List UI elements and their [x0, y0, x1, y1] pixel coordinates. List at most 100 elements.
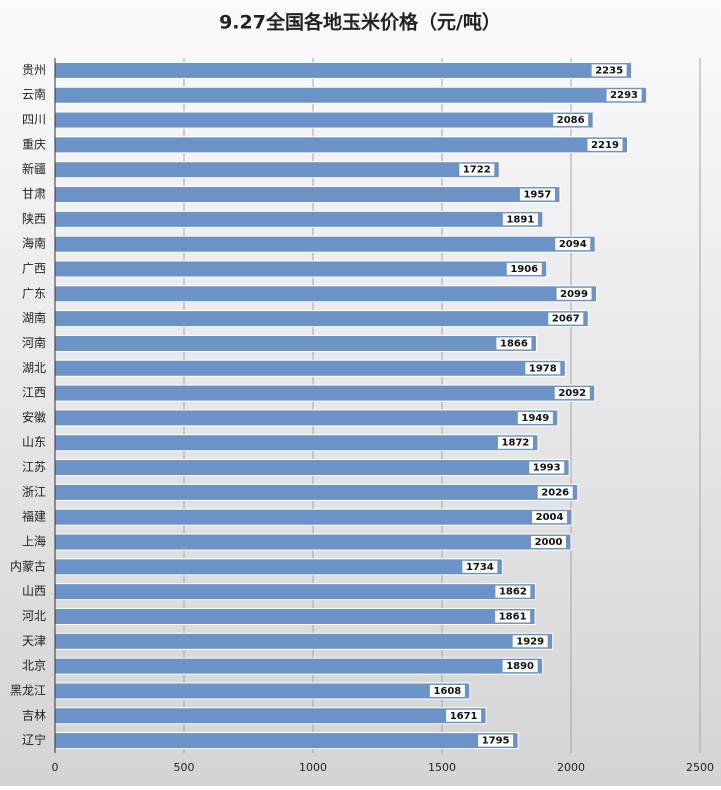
bar: [54, 161, 500, 179]
y-tick-label: 广西: [22, 261, 46, 275]
value-label-bg: [606, 89, 642, 102]
y-tick-label: 云南: [22, 87, 46, 102]
y-tick-label: 黑龙江: [10, 683, 46, 697]
bar: [54, 186, 561, 204]
y-tick-label: 重庆: [22, 137, 46, 151]
value-label-bg: [517, 411, 553, 424]
value-label-bg: [529, 461, 565, 474]
y-tick-label: 新疆: [22, 161, 46, 176]
value-label: 2293: [610, 90, 638, 101]
value-label-bg: [502, 660, 538, 673]
value-label: 1862: [499, 587, 527, 598]
value-label-bg: [525, 362, 561, 375]
bar: [54, 136, 629, 154]
y-tick-label: 辽宁: [22, 732, 46, 747]
bar: [54, 508, 573, 526]
value-label-bg: [531, 536, 566, 549]
value-label: 2067: [552, 314, 580, 325]
bar: [54, 558, 503, 576]
bar: [54, 434, 539, 452]
value-label-bg: [548, 312, 584, 325]
value-label: 2000: [535, 537, 563, 548]
y-tick-label: 上海: [22, 534, 46, 549]
value-label-bg: [532, 511, 568, 524]
value-label: 2092: [558, 388, 586, 399]
bar: [54, 235, 596, 253]
y-tick-label: 甘肃: [22, 187, 46, 201]
bar: [54, 210, 544, 228]
bar: [54, 533, 572, 551]
x-tick-label: 2000: [557, 761, 585, 774]
bar: [54, 384, 596, 402]
bar: [54, 359, 566, 377]
value-label: 1722: [463, 165, 491, 176]
value-label: 1866: [500, 338, 528, 349]
value-label-bg: [553, 114, 589, 127]
y-tick-label: 江苏: [22, 460, 46, 474]
value-label: 1872: [502, 438, 530, 449]
value-label-bg: [502, 213, 538, 226]
bar: [54, 483, 579, 501]
y-tick-label: 湖南: [22, 310, 46, 325]
value-label-bg: [496, 337, 532, 350]
value-label-bg: [495, 585, 531, 598]
y-tick-label: 江西: [22, 386, 46, 400]
value-label: 2094: [559, 239, 587, 250]
bar: [54, 285, 598, 303]
value-label-bg: [537, 486, 573, 499]
value-label: 1671: [450, 711, 478, 722]
bar: [54, 583, 536, 601]
y-tick-label: 河南: [22, 335, 46, 350]
value-label: 1957: [523, 190, 551, 201]
bar: [54, 657, 544, 675]
chart-title: 9.27全国各地玉米价格（元/吨）: [219, 11, 501, 34]
y-tick-label: 浙江: [22, 485, 46, 499]
y-tick-label: 海南: [22, 236, 46, 251]
y-tick-label: 吉林: [22, 708, 46, 722]
value-label-bg: [555, 238, 591, 251]
value-label: 1608: [433, 686, 461, 697]
value-label-bg: [478, 734, 514, 747]
value-label-bg: [462, 560, 498, 573]
y-tick-label: 广东: [22, 286, 46, 300]
value-label: 2086: [557, 115, 585, 126]
value-label: 1734: [466, 562, 494, 573]
y-tick-label: 内蒙古: [10, 558, 46, 573]
bar: [54, 459, 570, 477]
y-tick-label: 山东: [22, 435, 46, 449]
value-label-bg: [512, 635, 548, 648]
value-label: 1929: [516, 636, 544, 647]
bar: [54, 111, 594, 129]
bar: [54, 707, 487, 725]
value-label: 2235: [595, 65, 623, 76]
y-tick-label: 山西: [22, 584, 46, 598]
value-label: 1795: [482, 736, 510, 747]
x-tick-label: 1500: [428, 761, 456, 774]
value-label: 1993: [533, 463, 561, 474]
y-tick-label: 河北: [22, 609, 46, 623]
y-tick-label: 福建: [22, 509, 46, 524]
bar: [54, 409, 559, 427]
value-label-bg: [556, 287, 592, 300]
y-tick-label: 北京: [22, 659, 46, 673]
x-tick-label: 1000: [299, 761, 327, 774]
value-label: 2099: [560, 289, 588, 300]
value-label-bg: [519, 188, 555, 201]
value-label: 1861: [499, 611, 527, 622]
bar: [54, 260, 548, 278]
value-label: 1890: [506, 661, 534, 672]
value-label-bg: [429, 684, 465, 697]
bar: [54, 682, 471, 700]
bar: [54, 632, 554, 650]
value-label: 1978: [529, 363, 557, 374]
value-label: 2026: [541, 487, 569, 498]
value-label-bg: [495, 610, 531, 623]
y-tick-label: 天津: [22, 634, 46, 648]
value-label-bg: [446, 709, 482, 722]
value-label: 1891: [506, 214, 534, 225]
value-label-bg: [554, 387, 590, 400]
bar: [54, 607, 536, 625]
x-tick-label: 0: [52, 761, 59, 774]
